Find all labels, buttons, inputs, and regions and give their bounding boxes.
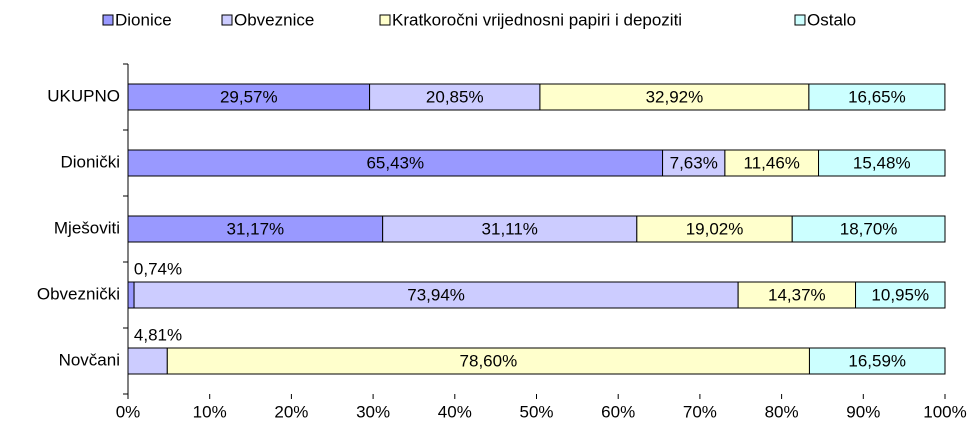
value-label: 7,63% [670, 153, 718, 172]
legend-swatch [221, 14, 233, 26]
value-label: 31,11% [482, 219, 538, 238]
x-tick-label: 60% [601, 402, 635, 421]
value-label: 73,94% [407, 285, 465, 304]
bar-segment [539, 83, 810, 111]
bar-segment [855, 281, 946, 309]
value-label: 18,70% [840, 219, 898, 238]
x-tick-label: 30% [356, 402, 390, 421]
bar-segment [818, 149, 946, 177]
legend-label: Obveznice [234, 10, 314, 29]
value-label: 20,85% [426, 87, 484, 106]
value-label: 10,95% [871, 285, 929, 304]
legend-swatch [102, 14, 114, 26]
x-tick-label: 10% [193, 402, 227, 421]
legend-label: Dionice [115, 10, 172, 29]
value-label: 4,81% [134, 325, 182, 344]
value-label: 11,46% [744, 153, 800, 172]
bar-segment [166, 347, 810, 375]
value-label: 32,92% [646, 87, 704, 106]
y-tick-label: Mješoviti [54, 218, 120, 237]
x-tick-label: 50% [519, 402, 553, 421]
x-tick-label: 70% [683, 402, 717, 421]
value-label: 19,02% [686, 219, 744, 238]
bar-segment [791, 215, 946, 243]
legend-label: Kratkoročni vrijednosni papiri i depozit… [392, 10, 682, 29]
x-tick-label: 40% [438, 402, 472, 421]
bar-segment [724, 149, 820, 177]
value-label: 16,59% [848, 351, 906, 370]
y-tick-label: Dionički [60, 152, 120, 171]
y-tick-label: Obveznički [37, 284, 120, 303]
bar-segment [808, 347, 946, 375]
value-label: 31,17% [226, 219, 284, 238]
legend-swatch [794, 14, 806, 26]
legend-swatch [379, 14, 391, 26]
value-label: 29,57% [220, 87, 278, 106]
y-tick-label: UKUPNO [47, 86, 120, 105]
legend-label: Ostalo [807, 10, 856, 29]
bar-segment [127, 281, 135, 309]
bar-segment [636, 215, 793, 243]
x-tick-label: 0% [116, 402, 141, 421]
y-tick-label: Novčani [59, 350, 120, 369]
bar-segment [127, 215, 384, 243]
x-tick-label: 90% [846, 402, 880, 421]
x-tick-label: 80% [765, 402, 799, 421]
x-tick-label: 100% [923, 402, 966, 421]
bar-segment [808, 83, 946, 111]
x-tick-label: 20% [274, 402, 308, 421]
value-label: 78,60% [460, 351, 518, 370]
bar-segment [382, 215, 638, 243]
value-label: 15,48% [853, 153, 911, 172]
value-label: 65,43% [366, 153, 424, 172]
bar-segment [127, 347, 168, 375]
value-label: 16,65% [848, 87, 906, 106]
value-label: 0,74% [134, 259, 182, 278]
value-label: 14,37% [768, 285, 826, 304]
